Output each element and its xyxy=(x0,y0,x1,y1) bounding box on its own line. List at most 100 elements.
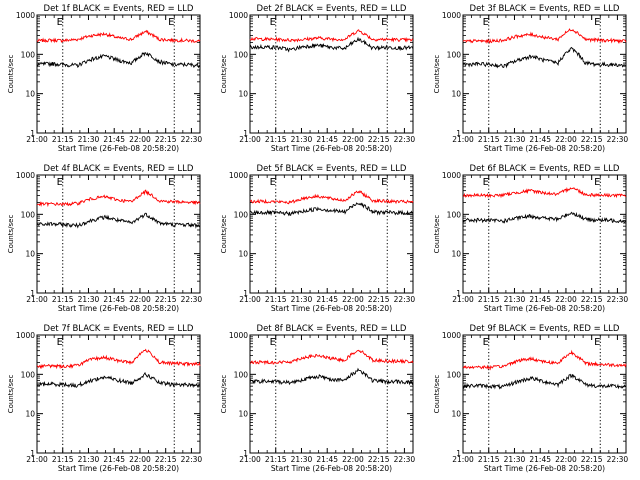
x-tick-label: 21:45 xyxy=(103,455,125,464)
event-marker-label: E xyxy=(270,177,276,188)
x-tick-label: 21:45 xyxy=(529,135,551,144)
panel-det-9: Det 9f BLACK = Events, RED = LLD 1 10 100 10… xyxy=(433,324,628,473)
plot-frame xyxy=(462,174,627,294)
x-tick-label: 21:00 xyxy=(239,295,261,304)
y-axis-label: Counts/sec xyxy=(7,375,15,414)
event-marker-label: E xyxy=(57,17,63,28)
plot-frame xyxy=(249,14,414,134)
y-tick-label: 1 xyxy=(243,449,248,458)
event-marker-label: E xyxy=(381,177,387,188)
x-tick-label: 22:15 xyxy=(581,135,603,144)
y-tick-label: 100 xyxy=(21,370,36,379)
series-events-line xyxy=(36,212,201,229)
plot-frame xyxy=(249,334,414,454)
x-tick-label: 21:00 xyxy=(26,295,48,304)
x-tick-label: 21:00 xyxy=(26,135,48,144)
series-events-line xyxy=(462,211,627,224)
event-marker-label: E xyxy=(270,17,276,28)
panel-title: Det 8f BLACK = Events, RED = LLD xyxy=(257,324,407,334)
x-tick-label: 22:30 xyxy=(181,455,203,464)
x-tick-label: 21:45 xyxy=(103,295,125,304)
y-tick-label: 1000 xyxy=(229,331,248,340)
y-tick-label: 1000 xyxy=(16,331,35,340)
y-tick-label: 10 xyxy=(451,410,461,419)
x-tick-label: 21:30 xyxy=(291,295,313,304)
series-lld-line xyxy=(462,349,627,371)
y-axis-label: Counts/sec xyxy=(7,215,15,254)
x-tick-label: 22:15 xyxy=(581,295,603,304)
event-marker-label: E xyxy=(57,177,63,188)
x-axis-label: Start Time (26-Feb-08 20:58:20) xyxy=(271,464,392,473)
panel-det-8: Det 8f BLACK = Events, RED = LLD 1 10 100 10… xyxy=(220,324,415,473)
panel-title: Det 4f BLACK = Events, RED = LLD xyxy=(44,164,194,174)
y-tick-label: 100 xyxy=(234,50,249,59)
x-tick-label: 21:00 xyxy=(452,135,474,144)
event-marker-label: E xyxy=(594,17,600,28)
y-tick-label: 1 xyxy=(456,449,461,458)
y-tick-label: 1000 xyxy=(442,171,461,180)
event-marker-label: E xyxy=(381,337,387,348)
x-axis-label: Start Time (26-Feb-08 20:58:20) xyxy=(271,144,392,153)
x-axis-label: Start Time (26-Feb-08 20:58:20) xyxy=(484,304,605,313)
series-lld-line xyxy=(36,29,201,44)
series-events-line xyxy=(249,367,414,386)
event-marker-label: E xyxy=(483,337,489,348)
x-tick-label: 21:15 xyxy=(52,455,74,464)
panel-title: Det 5f BLACK = Events, RED = LLD xyxy=(257,164,407,174)
x-tick-label: 22:15 xyxy=(368,135,390,144)
x-tick-label: 22:00 xyxy=(555,135,577,144)
x-tick-label: 22:30 xyxy=(607,455,629,464)
y-axis-label: Counts/sec xyxy=(220,375,228,414)
series-lld-line xyxy=(462,28,627,44)
x-tick-label: 21:00 xyxy=(452,295,474,304)
x-tick-label: 22:30 xyxy=(394,135,416,144)
x-tick-label: 21:30 xyxy=(291,135,313,144)
series-events-line xyxy=(36,51,201,69)
y-tick-label: 1000 xyxy=(442,331,461,340)
x-tick-label: 22:30 xyxy=(394,455,416,464)
y-tick-label: 100 xyxy=(234,370,249,379)
x-tick-label: 21:00 xyxy=(239,455,261,464)
x-tick-label: 21:30 xyxy=(504,135,526,144)
y-tick-label: 1000 xyxy=(229,11,248,20)
event-marker-label: E xyxy=(483,177,489,188)
y-tick-label: 10 xyxy=(238,250,248,259)
x-tick-label: 22:00 xyxy=(129,135,151,144)
x-tick-label: 21:00 xyxy=(452,455,474,464)
series-lld-line xyxy=(36,348,201,370)
x-axis-label: Start Time (26-Feb-08 20:58:20) xyxy=(58,304,179,313)
x-axis-label: Start Time (26-Feb-08 20:58:20) xyxy=(484,144,605,153)
x-tick-label: 21:30 xyxy=(291,455,313,464)
event-marker-label: E xyxy=(270,337,276,348)
y-tick-label: 100 xyxy=(21,210,36,219)
panel-title: Det 9f BLACK = Events, RED = LLD xyxy=(470,324,620,334)
y-tick-label: 1 xyxy=(243,289,248,298)
event-marker-label: E xyxy=(594,337,600,348)
x-axis-label: Start Time (26-Feb-08 20:58:20) xyxy=(58,144,179,153)
x-tick-label: 21:30 xyxy=(504,295,526,304)
x-tick-label: 21:00 xyxy=(239,135,261,144)
y-tick-label: 1000 xyxy=(442,11,461,20)
event-marker-label: E xyxy=(594,177,600,188)
x-tick-label: 22:30 xyxy=(607,295,629,304)
y-tick-label: 1 xyxy=(456,129,461,138)
series-events-line xyxy=(249,202,414,217)
x-tick-label: 21:45 xyxy=(529,295,551,304)
event-marker-label: E xyxy=(168,177,174,188)
panel-title: Det 7f BLACK = Events, RED = LLD xyxy=(44,324,194,334)
series-events-line xyxy=(249,36,414,53)
y-tick-label: 1 xyxy=(456,289,461,298)
x-tick-label: 22:30 xyxy=(394,295,416,304)
series-lld-line xyxy=(462,186,627,199)
x-tick-label: 21:30 xyxy=(78,135,100,144)
series-events-line xyxy=(462,46,627,69)
panel-det-4: Det 4f BLACK = Events, RED = LLD 1 10 100 10… xyxy=(7,164,202,313)
panel-det-3: Det 3f BLACK = Events, RED = LLD 1 10 100 10… xyxy=(433,4,628,153)
x-tick-label: 22:00 xyxy=(555,295,577,304)
x-tick-label: 21:15 xyxy=(478,135,500,144)
x-tick-label: 22:15 xyxy=(155,135,177,144)
x-axis-label: Start Time (26-Feb-08 20:58:20) xyxy=(58,464,179,473)
x-tick-label: 22:30 xyxy=(181,135,203,144)
y-tick-label: 100 xyxy=(21,50,36,59)
